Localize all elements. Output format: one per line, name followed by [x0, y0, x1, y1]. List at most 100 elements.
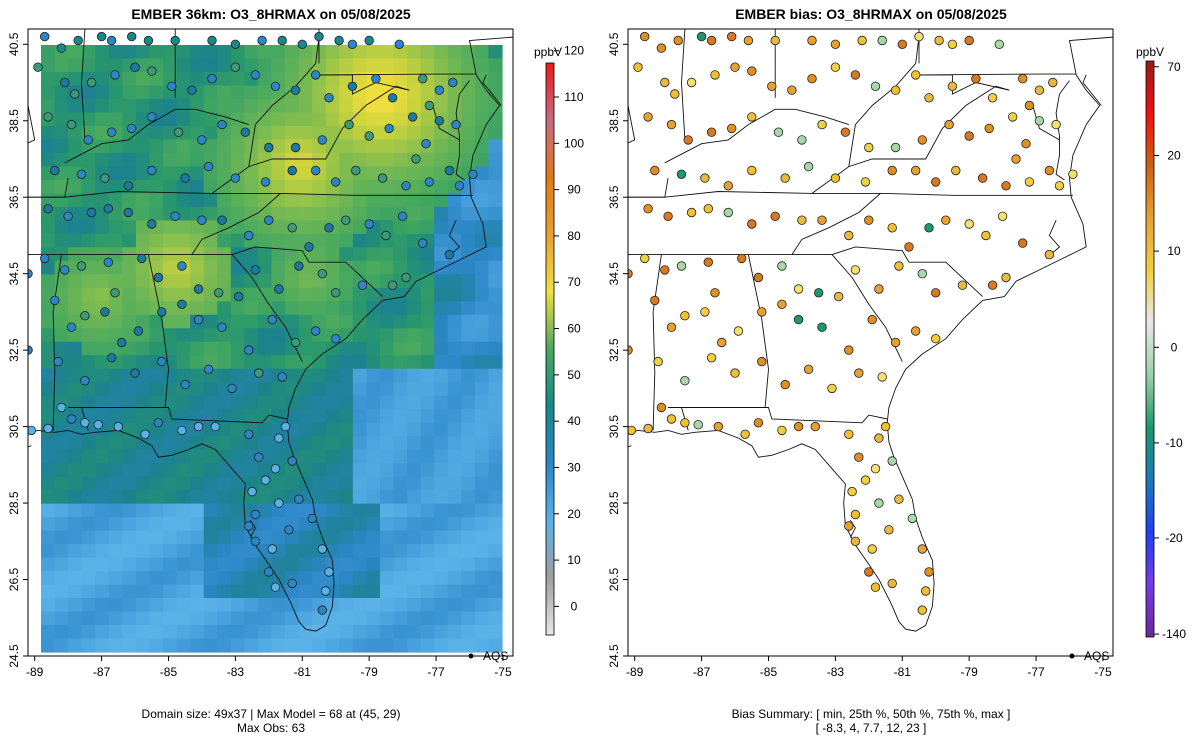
grid-cell: [54, 193, 69, 208]
grid-cell: [339, 517, 354, 532]
grid-cell: [474, 557, 490, 572]
station-marker: [347, 39, 358, 50]
station-marker: [411, 154, 421, 164]
station-marker: [1018, 238, 1028, 248]
grid-cell: [95, 611, 110, 626]
grid-cell: [135, 301, 151, 316]
grid-cell: [217, 71, 232, 87]
grid-cell: [190, 71, 205, 87]
y-tick-label: 30.5: [607, 415, 621, 439]
station-marker: [850, 536, 861, 547]
grid-cell: [68, 436, 83, 451]
station-marker: [217, 119, 227, 130]
grid-cell: [474, 341, 490, 356]
grid-cell: [108, 463, 123, 478]
x-tick-label: -77: [1027, 665, 1045, 679]
grid-cell: [81, 382, 96, 397]
grid-cell: [474, 274, 490, 289]
station-marker: [887, 456, 897, 466]
colorbar-tick-label: 40: [567, 414, 581, 428]
grid-cell: [95, 368, 110, 383]
grid-cell: [244, 476, 259, 491]
grid-cell: [230, 71, 245, 87]
grid-cell: [407, 71, 422, 87]
grid-cell: [461, 557, 476, 572]
grid-cell: [244, 409, 259, 424]
station-marker: [660, 265, 670, 275]
grid-cell: [393, 328, 408, 343]
grid-cell: [285, 45, 300, 60]
grid-cell: [379, 611, 395, 626]
grid-cell: [298, 287, 313, 302]
grid-cell: [298, 409, 313, 424]
station-marker: [1011, 154, 1021, 164]
station-marker: [43, 203, 53, 214]
colorbar-tick-label: -10: [1165, 436, 1183, 450]
grid-cell: [230, 193, 245, 208]
grid-cell: [244, 638, 259, 653]
grid-cell: [474, 233, 490, 248]
boundary-line: [28, 191, 473, 198]
grid-cell: [257, 301, 273, 316]
grid-cell: [203, 436, 218, 451]
concentration-map-panel: EMBER 36km: O3_8HRMAX on 05/08/2025 -89-…: [7, 6, 584, 735]
grid-cell: [325, 544, 340, 559]
grid-cell: [176, 503, 191, 518]
grid-cell: [244, 382, 259, 397]
grid-cell: [163, 45, 178, 60]
panel-title: EMBER 36km: O3_8HRMAX on 05/08/2025: [131, 6, 411, 22]
station-marker: [917, 544, 928, 554]
grid-cell: [176, 314, 191, 329]
station-marker: [947, 39, 958, 50]
grid-cell: [135, 193, 151, 208]
grid-cell: [217, 557, 232, 572]
grid-cell: [230, 436, 245, 451]
station-marker: [408, 112, 418, 122]
station-marker: [254, 452, 264, 462]
grid-cell: [488, 422, 503, 437]
grid-cell: [41, 490, 56, 505]
grid-cell: [163, 503, 178, 518]
grid-cell: [54, 233, 69, 248]
grid-cell: [420, 368, 435, 383]
grid-cell: [447, 557, 462, 572]
grid-cell: [81, 449, 96, 464]
y-tick-label: 28.5: [607, 491, 621, 515]
grid-cell: [407, 125, 422, 141]
grid-cell: [434, 45, 449, 60]
grid-cell: [352, 139, 368, 154]
station-marker: [244, 521, 254, 531]
grid-cell: [285, 112, 300, 127]
grid-cell: [68, 233, 83, 248]
station-marker: [870, 582, 881, 592]
grid-cell: [230, 449, 245, 464]
bias-map-panel: EMBER bias: O3_8HRMAX on 05/08/2025 -89-…: [607, 6, 1186, 735]
grid-cell: [339, 638, 354, 653]
grid-cell: [298, 638, 313, 653]
station-marker: [381, 230, 391, 241]
grid-cell: [244, 112, 259, 127]
grid-cell: [488, 85, 503, 100]
station-marker: [1051, 119, 1061, 130]
grid-cell: [379, 112, 395, 127]
grid-cell: [393, 625, 408, 640]
station-marker: [227, 383, 237, 394]
grid-cell: [163, 449, 178, 464]
grid-cell: [230, 328, 245, 343]
grid-cell: [461, 287, 476, 302]
grid-cell: [420, 274, 435, 289]
grid-cell: [474, 382, 490, 397]
grid-cell: [54, 557, 69, 572]
station-marker: [277, 372, 287, 382]
grid-cell: [203, 598, 218, 613]
grid-cell: [230, 598, 245, 613]
grid-cell: [339, 58, 354, 73]
grid-cell: [298, 503, 313, 518]
station-marker: [1001, 272, 1011, 283]
station-marker: [157, 356, 167, 367]
grid-cell: [325, 314, 340, 329]
station-marker: [341, 215, 351, 225]
grid-cell: [108, 112, 123, 127]
grid-cell: [122, 287, 137, 302]
grid-cell: [434, 355, 449, 370]
